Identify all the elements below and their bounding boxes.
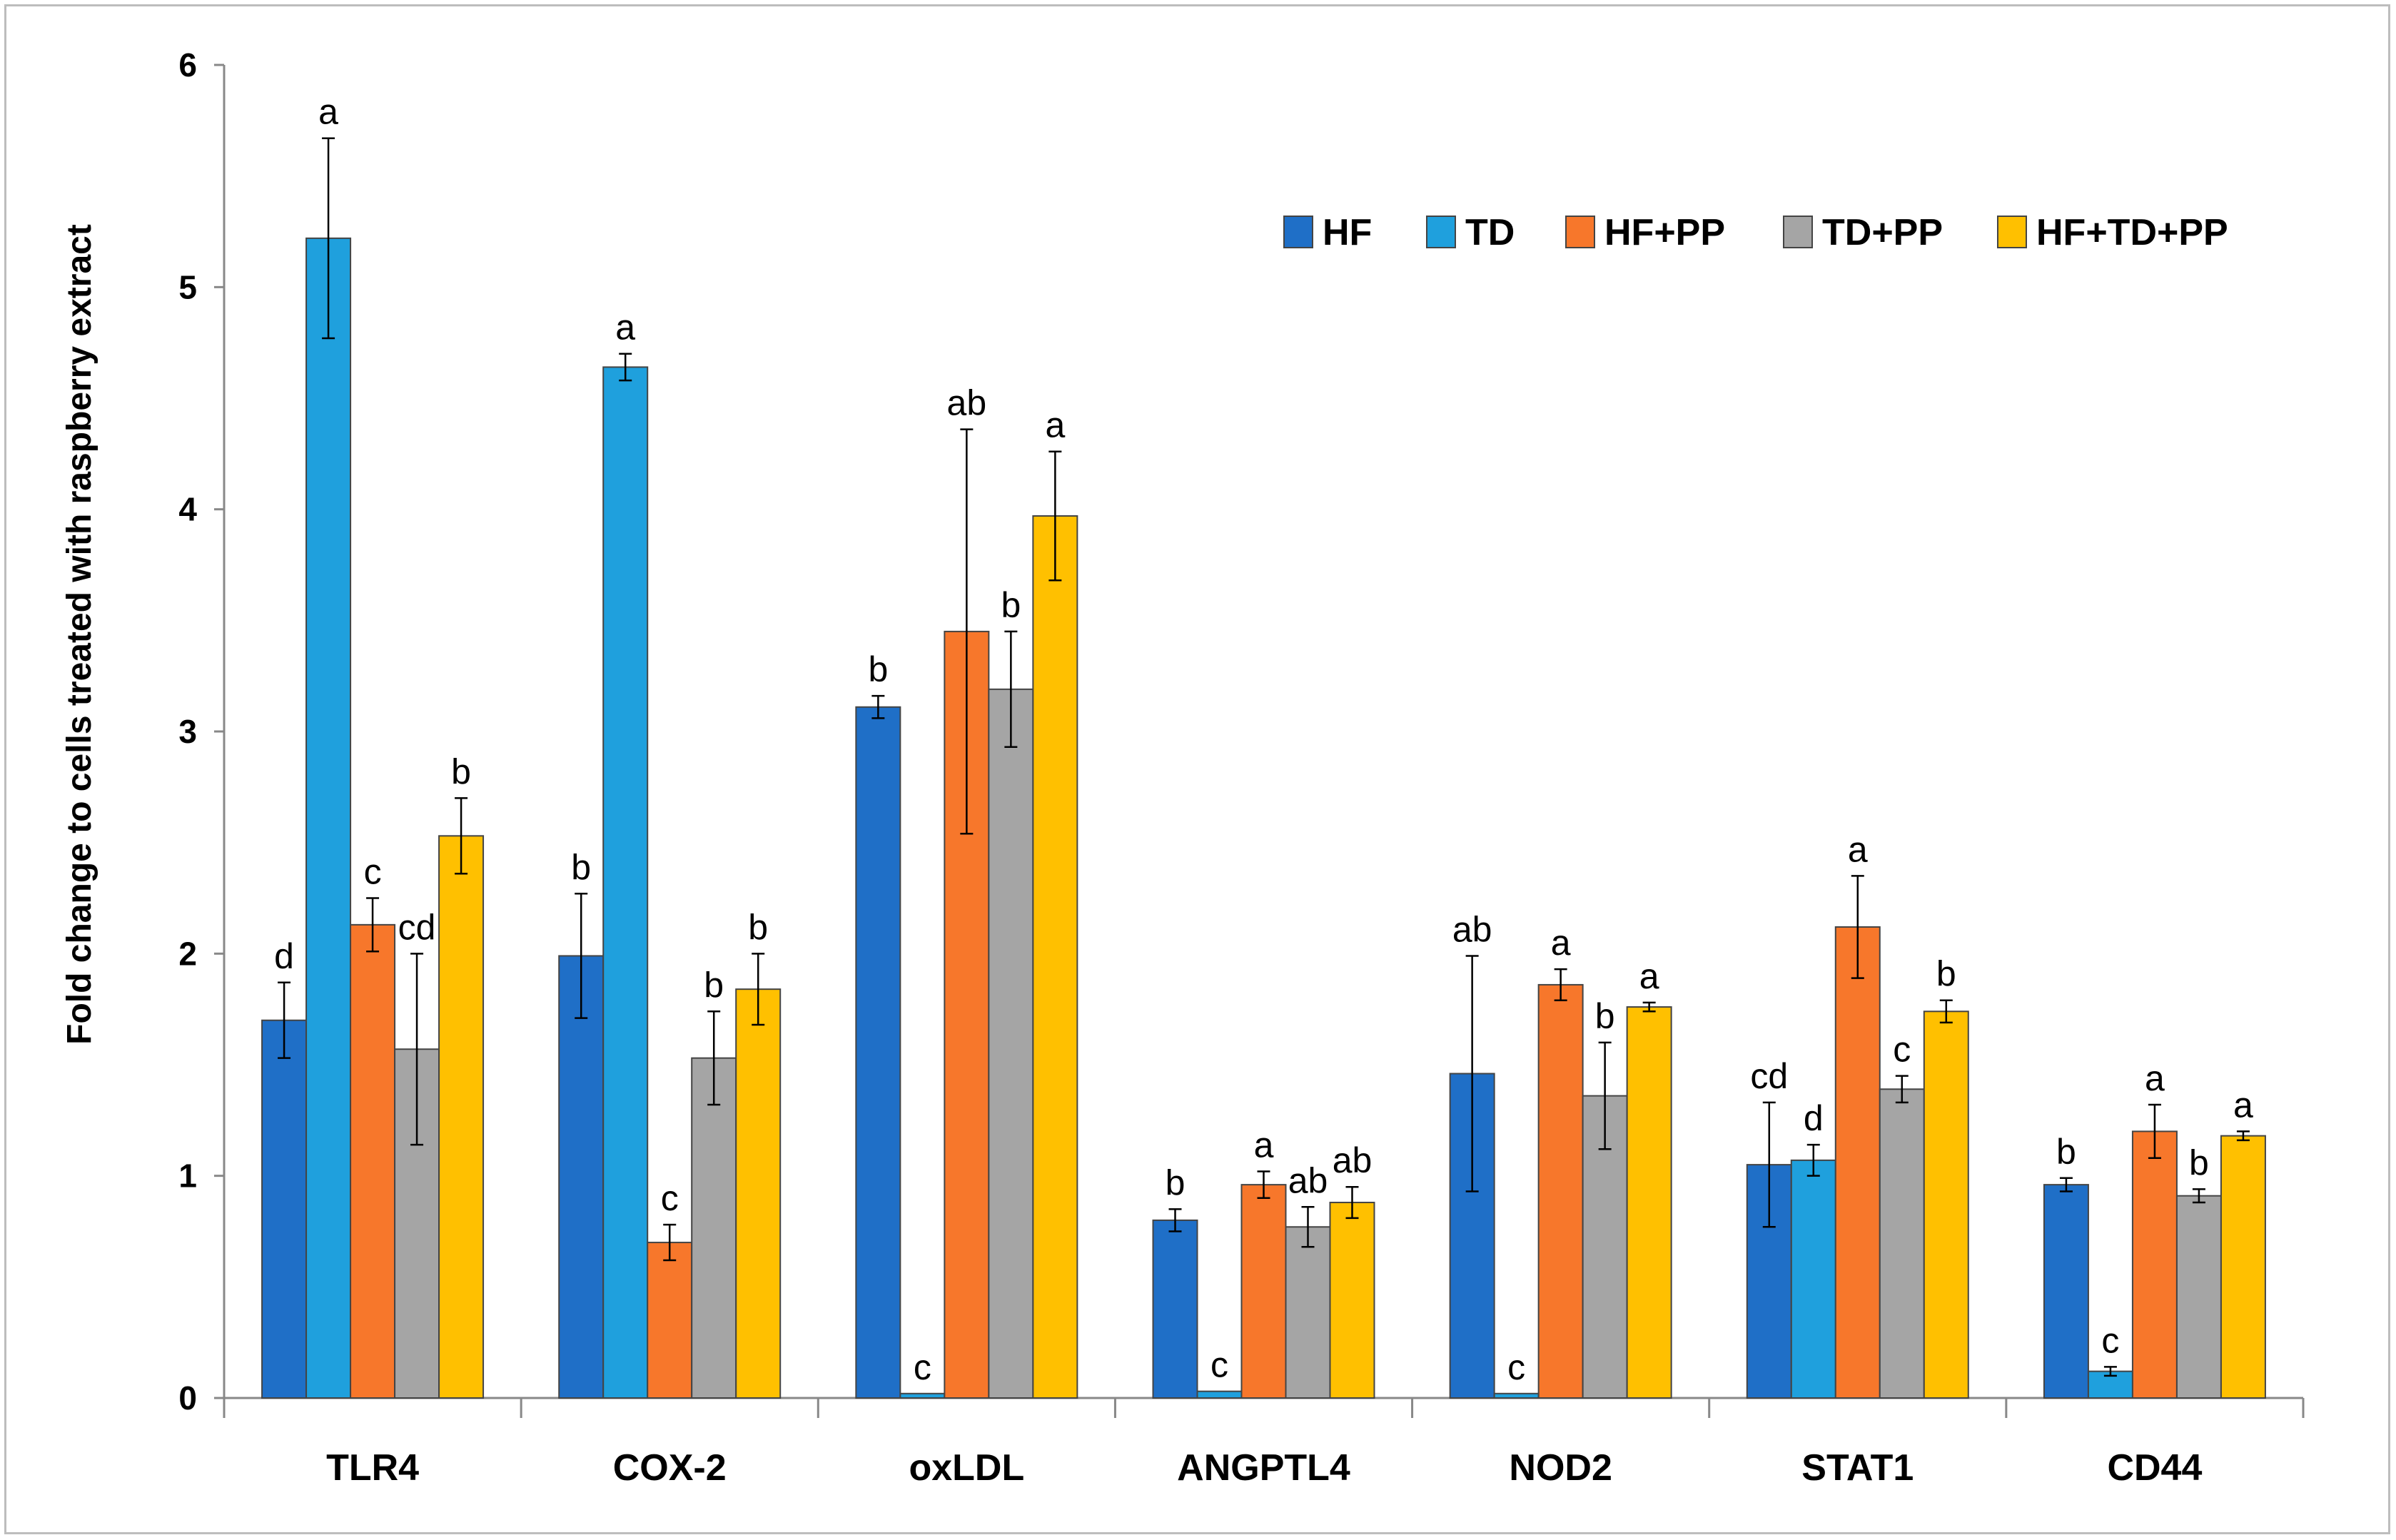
legend-swatch [1565, 216, 1595, 248]
significance-label: a [1639, 956, 1659, 996]
category-label: STAT1 [1801, 1447, 1914, 1489]
significance-label: b [1001, 585, 1021, 625]
significance-label: a [1254, 1125, 1274, 1165]
significance-label: a [2145, 1058, 2165, 1098]
significance-label: c [1893, 1030, 1911, 1070]
significance-label: a [1045, 405, 1065, 445]
significance-label: c [1507, 1347, 1525, 1387]
legend-swatch [1783, 216, 1813, 248]
bar [1240, 1184, 1287, 1399]
legend-swatch [1283, 216, 1313, 248]
y-tick-label: 3 [178, 713, 197, 750]
significance-label: ab [1333, 1140, 1373, 1180]
bar [1790, 1159, 1836, 1399]
bar [558, 955, 605, 1399]
legend-swatch [1426, 216, 1456, 248]
category-label: CD44 [2107, 1447, 2202, 1489]
legend-label: TD+PP [1822, 212, 1943, 253]
category-label: TLR4 [326, 1447, 419, 1489]
significance-label: a [1848, 829, 1868, 869]
bar [438, 835, 485, 1399]
significance-label: d [1804, 1098, 1824, 1138]
significance-labels: daccdbbacbbbcabbabcaabababcabacddacbbcab… [274, 92, 2253, 1387]
bar [2131, 1130, 2178, 1399]
legend-label: HF [1323, 212, 1372, 253]
significance-label: a [615, 308, 635, 348]
significance-label: b [1936, 954, 1956, 994]
bar [735, 988, 782, 1399]
significance-label: a [2233, 1085, 2253, 1125]
bar [350, 923, 396, 1399]
bars-group [261, 237, 2266, 1399]
bar [1537, 983, 1584, 1399]
significance-label: b [868, 649, 888, 689]
significance-label: a [318, 92, 338, 132]
bar-chart: 0 1 2 3 4 5 6 TLR4 COX-2 oxLDL ANGPTL4 NOD2 STAT1 CD… [61, 46, 2305, 1489]
significance-label: b [2189, 1143, 2209, 1182]
bar [855, 706, 901, 1399]
legend-label: TD [1465, 212, 1515, 253]
bar [1329, 1202, 1375, 1399]
category-label: oxLDL [909, 1447, 1024, 1489]
y-axis-label: Fold change to cells treated with raspbe… [61, 224, 98, 1045]
bar [1032, 515, 1078, 1399]
bar [691, 1057, 737, 1399]
significance-label: c [2101, 1320, 2119, 1360]
y-tick-label: 5 [178, 268, 197, 305]
significance-label: c [661, 1178, 679, 1218]
significance-label: b [2056, 1132, 2076, 1172]
bar [1626, 1006, 1672, 1399]
significance-label: c [914, 1347, 931, 1387]
category-label: ANGPTL4 [1177, 1447, 1350, 1489]
bar [1923, 1010, 1969, 1399]
chart-frame: 0 1 2 3 4 5 6 TLR4 COX-2 oxLDL ANGPTL4 NOD2 STAT1 CD… [4, 4, 2390, 1534]
bar [1285, 1226, 1331, 1399]
bar [1196, 1390, 1243, 1399]
category-label: COX-2 [613, 1447, 727, 1489]
significance-label: b [1595, 996, 1615, 1036]
y-axis: 0 1 2 3 4 5 6 [178, 46, 226, 1417]
legend: HF TD HF+PP TD+PP HF+TD+PP [1283, 212, 2228, 253]
bar [305, 237, 352, 1399]
bar [261, 1019, 308, 1399]
significance-label: a [1551, 923, 1571, 963]
y-tick-label: 2 [178, 935, 197, 972]
bar [2220, 1135, 2266, 1399]
significance-label: ab [1288, 1160, 1328, 1200]
significance-label: ab [1452, 909, 1492, 949]
bar [1152, 1219, 1198, 1399]
bar [1493, 1392, 1540, 1399]
category-label: NOD2 [1509, 1447, 1612, 1489]
y-tick-label: 6 [178, 46, 197, 83]
significance-label: b [451, 751, 471, 791]
y-tick-label: 1 [178, 1157, 197, 1195]
significance-label: d [274, 936, 294, 976]
significance-label: c [1210, 1345, 1228, 1385]
bar [602, 366, 649, 1399]
y-tick-label: 0 [178, 1379, 197, 1417]
bar [2175, 1195, 2222, 1399]
significance-label: b [748, 907, 768, 947]
significance-label: b [1166, 1162, 1186, 1202]
y-tick-label: 4 [178, 491, 197, 528]
bar [2043, 1184, 2089, 1399]
significance-label: c [364, 852, 382, 892]
legend-label: HF+PP [1604, 212, 1725, 253]
error-bars-group [278, 137, 2250, 1377]
x-axis: TLR4 COX-2 oxLDL ANGPTL4 NOD2 STAT1 CD44 [223, 1397, 2305, 1489]
significance-label: cd [1750, 1056, 1788, 1096]
bar [1879, 1088, 1925, 1399]
legend-label: HF+TD+PP [2036, 212, 2228, 253]
significance-label: ab [947, 383, 987, 423]
bar [988, 688, 1034, 1399]
legend-swatch [1997, 216, 2027, 248]
bar [899, 1392, 946, 1399]
significance-label: cd [398, 907, 436, 947]
significance-label: b [704, 965, 724, 1005]
bar [647, 1242, 693, 1399]
significance-label: b [571, 847, 591, 887]
bar [1834, 926, 1881, 1399]
